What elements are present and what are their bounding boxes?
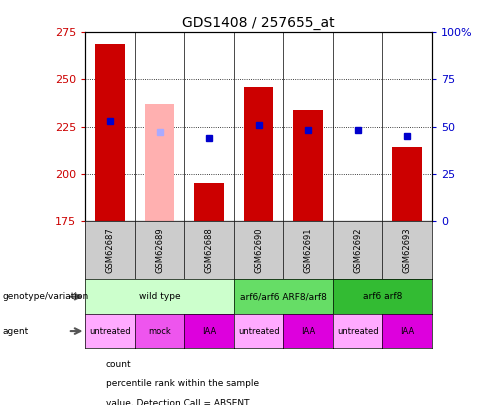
Text: percentile rank within the sample: percentile rank within the sample xyxy=(106,379,259,388)
Text: GSM62688: GSM62688 xyxy=(204,227,214,273)
Text: value, Detection Call = ABSENT: value, Detection Call = ABSENT xyxy=(106,399,249,405)
Title: GDS1408 / 257655_at: GDS1408 / 257655_at xyxy=(183,16,335,30)
Text: GSM62690: GSM62690 xyxy=(254,227,263,273)
Text: GSM62692: GSM62692 xyxy=(353,227,362,273)
Text: GSM62693: GSM62693 xyxy=(403,227,412,273)
Bar xyxy=(95,44,125,221)
Bar xyxy=(244,87,273,221)
Text: wild type: wild type xyxy=(139,292,181,301)
Text: genotype/variation: genotype/variation xyxy=(2,292,89,301)
Text: agent: agent xyxy=(2,326,29,336)
Text: GSM62687: GSM62687 xyxy=(105,227,115,273)
Bar xyxy=(392,147,422,221)
Text: count: count xyxy=(106,360,132,369)
Text: IAA: IAA xyxy=(400,326,414,336)
Text: untreated: untreated xyxy=(238,326,280,336)
Text: arf6 arf8: arf6 arf8 xyxy=(363,292,402,301)
Text: mock: mock xyxy=(148,326,171,336)
Text: untreated: untreated xyxy=(89,326,131,336)
Bar xyxy=(194,183,224,221)
Bar xyxy=(145,104,175,221)
Bar xyxy=(293,110,323,221)
Text: untreated: untreated xyxy=(337,326,379,336)
Text: IAA: IAA xyxy=(301,326,315,336)
Text: GSM62691: GSM62691 xyxy=(304,227,313,273)
Text: arf6/arf6 ARF8/arf8: arf6/arf6 ARF8/arf8 xyxy=(240,292,327,301)
Text: GSM62689: GSM62689 xyxy=(155,227,164,273)
Text: IAA: IAA xyxy=(202,326,216,336)
